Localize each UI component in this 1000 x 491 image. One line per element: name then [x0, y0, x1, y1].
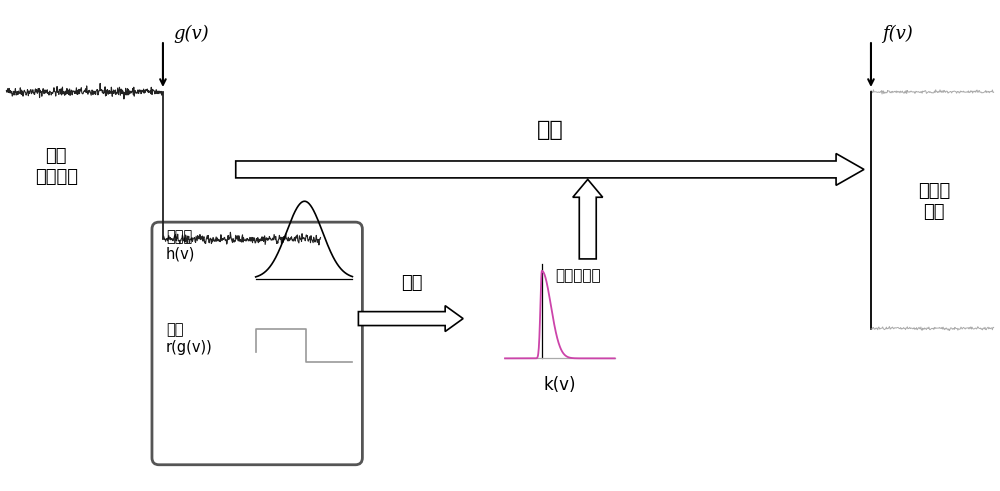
Text: k(v): k(v) — [544, 376, 576, 394]
Text: 值核
r(g(v)): 值核 r(g(v)) — [166, 323, 213, 355]
FancyArrow shape — [236, 154, 864, 185]
Text: 双边滤波核: 双边滤波核 — [555, 268, 600, 283]
Text: 卷积: 卷积 — [536, 120, 563, 139]
Text: g(v): g(v) — [173, 25, 209, 43]
Text: 输入
退化光谱: 输入 退化光谱 — [35, 147, 78, 186]
FancyArrow shape — [358, 306, 463, 331]
FancyArrow shape — [573, 179, 603, 259]
FancyBboxPatch shape — [152, 222, 362, 465]
Text: 滤波后
光谱: 滤波后 光谱 — [918, 182, 950, 220]
Text: 卷积: 卷积 — [401, 274, 423, 292]
Text: f(v): f(v) — [882, 25, 913, 43]
Text: 空间核
h(v): 空间核 h(v) — [166, 229, 195, 262]
